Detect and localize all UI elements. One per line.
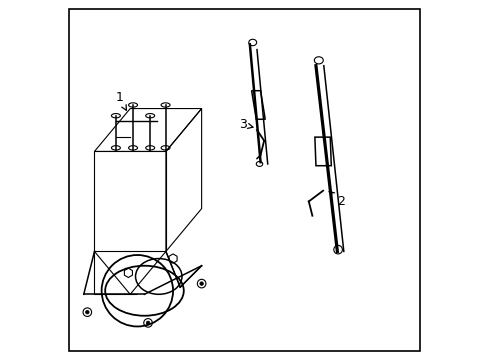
Circle shape [146, 321, 149, 325]
Text: 1: 1 [115, 91, 126, 110]
Circle shape [85, 310, 89, 314]
Text: 2: 2 [328, 192, 344, 208]
Text: 3: 3 [238, 118, 252, 131]
Circle shape [200, 282, 203, 285]
